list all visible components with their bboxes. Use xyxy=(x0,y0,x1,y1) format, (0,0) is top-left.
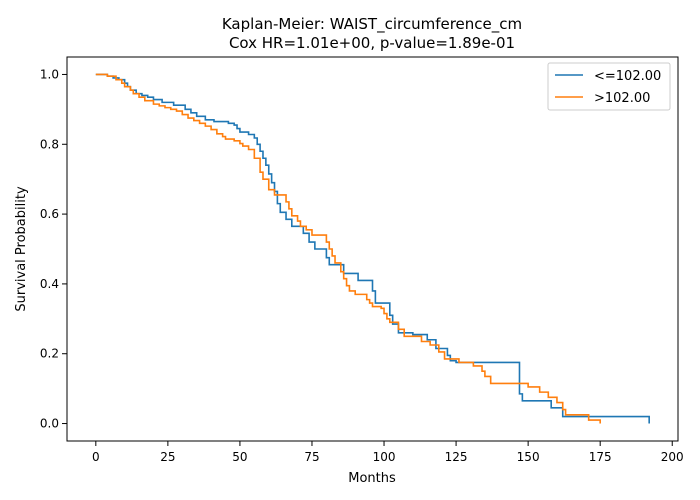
legend-label-1: >102.00 xyxy=(594,91,650,106)
y-tick-label: 0.0 xyxy=(40,417,59,431)
x-tick-label: 100 xyxy=(373,450,396,464)
y-tick-label: 0.8 xyxy=(40,137,59,151)
x-tick-label: 75 xyxy=(304,450,319,464)
x-tick-label: 175 xyxy=(589,450,612,464)
x-tick-label: 50 xyxy=(232,450,247,464)
plot-area xyxy=(95,73,650,424)
legend-label-0: <=102.00 xyxy=(594,69,661,84)
km-series-line-1 xyxy=(95,73,601,424)
x-tick-label: 0 xyxy=(92,450,100,464)
x-tick-label: 25 xyxy=(160,450,175,464)
y-tick-label: 0.2 xyxy=(40,347,59,361)
legend: <=102.00 >102.00 xyxy=(547,62,671,111)
y-axis-label: Survival Probability xyxy=(14,186,29,312)
y-axis-ticks: 0.0 0.2 0.4 0.6 0.8 1.0 xyxy=(40,67,67,431)
y-tick-label: 0.4 xyxy=(40,277,59,291)
x-tick-label: 150 xyxy=(517,450,540,464)
y-tick-label: 1.0 xyxy=(40,67,59,81)
x-axis-ticks: 0 25 50 75 100 125 150 175 200 xyxy=(92,441,684,464)
y-tick-label: 0.6 xyxy=(40,207,59,221)
axes-frame xyxy=(66,56,679,442)
chart-title-line2: Cox HR=1.01e+00, p-value=1.89e-01 xyxy=(229,34,515,52)
km-series-line-0 xyxy=(95,73,650,424)
chart-title: Kaplan-Meier: WAIST_circumference_cm Cox… xyxy=(222,15,522,52)
chart-title-line1: Kaplan-Meier: WAIST_circumference_cm xyxy=(222,15,522,34)
x-axis-label: Months xyxy=(348,471,396,486)
x-tick-label: 125 xyxy=(445,450,468,464)
x-tick-label: 200 xyxy=(661,450,684,464)
